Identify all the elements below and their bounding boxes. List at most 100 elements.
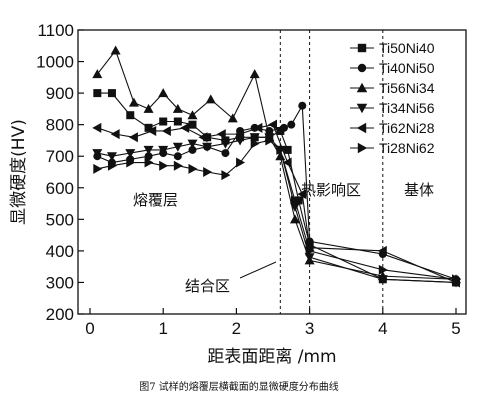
data-point-triangle-down bbox=[249, 133, 260, 143]
data-point-triangle-up bbox=[158, 88, 169, 98]
annotation-substrate: 基体 bbox=[404, 181, 434, 199]
data-point-triangle-left bbox=[110, 129, 120, 140]
bonding-pointer bbox=[239, 261, 277, 279]
data-point-triangle-down bbox=[187, 139, 198, 149]
data-point-triangle-right bbox=[357, 142, 368, 154]
data-point-triangle-up bbox=[205, 94, 216, 104]
data-point-triangle-left bbox=[253, 122, 263, 133]
data-point-triangle-down bbox=[356, 103, 368, 114]
data-point-triangle-up bbox=[356, 82, 368, 93]
legend-label: Ti56Ni34 bbox=[379, 80, 435, 96]
data-point-triangle-left bbox=[297, 189, 307, 200]
data-point-triangle-left bbox=[128, 132, 138, 143]
series-line bbox=[96, 49, 457, 280]
data-point-triangle-left bbox=[180, 122, 190, 133]
data-point-square bbox=[276, 126, 285, 135]
legend-label: Ti62Ni28 bbox=[379, 120, 435, 136]
y-axis-ticks: 200 300 400 500 600 700 800 900 1000 1100 bbox=[36, 21, 84, 324]
legend-entry: Ti50Ni40 bbox=[350, 40, 435, 56]
data-point-triangle-right bbox=[236, 157, 246, 168]
data-point-triangle-left bbox=[377, 245, 387, 256]
legend-label: Ti28Ni62 bbox=[379, 140, 435, 156]
legend-entry: Ti34Ni56 bbox=[350, 100, 435, 116]
data-point-triangle-right bbox=[452, 274, 461, 285]
x-tick-label: 0 bbox=[85, 319, 94, 338]
x-axis-label: 距表面距离 /mm bbox=[207, 347, 336, 367]
legend-entry: Ti28Ni62 bbox=[350, 140, 435, 156]
legend: Ti50Ni40 Ti40Ni50 Ti56Ni34 Ti34Ni56 Ti62Ni28… bbox=[350, 40, 435, 156]
y-tick-label: 800 bbox=[46, 116, 74, 135]
data-point-triangle-left bbox=[268, 119, 277, 130]
y-tick-label: 300 bbox=[46, 273, 74, 292]
y-tick-label: 1000 bbox=[36, 53, 74, 72]
data-point-circle bbox=[357, 63, 367, 73]
data-point-triangle-right bbox=[126, 157, 136, 168]
annotation-bonding: 结合区 bbox=[185, 277, 230, 295]
series-line bbox=[97, 124, 457, 283]
data-point-triangle-up bbox=[249, 69, 260, 79]
y-tick-label: 700 bbox=[46, 147, 74, 166]
data-point-circle bbox=[173, 152, 182, 161]
legend-label: Ti40Ni50 bbox=[379, 60, 435, 76]
x-tick-label: 5 bbox=[451, 319, 460, 338]
x-tick-label: 4 bbox=[378, 319, 387, 338]
data-point-triangle-down bbox=[106, 152, 117, 162]
data-point-triangle-down bbox=[92, 149, 103, 159]
data-point-triangle-left bbox=[198, 132, 208, 143]
data-point-circle bbox=[279, 123, 288, 132]
data-point-square bbox=[159, 117, 168, 126]
data-point-circle bbox=[188, 145, 197, 154]
data-point-triangle-left bbox=[235, 129, 245, 140]
data-point-triangle-down bbox=[235, 136, 246, 146]
data-point-triangle-down bbox=[172, 142, 183, 152]
data-point-triangle-up bbox=[172, 103, 183, 113]
data-point-triangle-right bbox=[203, 167, 213, 177]
y-tick-label: 200 bbox=[46, 305, 74, 324]
data-point-triangle-right bbox=[188, 163, 198, 174]
data-point-triangle-down bbox=[125, 149, 136, 159]
figure-caption: 图7 试样的熔覆层横截面的显微硬度分布曲线 bbox=[139, 380, 339, 393]
data-point-square bbox=[107, 89, 116, 98]
data-point-triangle-right bbox=[173, 160, 183, 171]
data-point-triangle-down bbox=[220, 139, 231, 149]
data-point-circle bbox=[221, 149, 230, 158]
data-point-triangle-up bbox=[143, 103, 154, 113]
data-point-triangle-right bbox=[265, 135, 275, 146]
data-point-triangle-left bbox=[92, 122, 102, 133]
x-axis-ticks: 0 1 2 3 4 5 bbox=[85, 308, 461, 338]
data-point-circle bbox=[287, 120, 296, 129]
data-point-triangle-left bbox=[356, 122, 367, 134]
data-point-triangle-up bbox=[110, 45, 121, 55]
data-point-triangle-up bbox=[187, 110, 198, 120]
legend-entry: Ti56Ni34 bbox=[350, 80, 435, 96]
data-point-triangle-right bbox=[305, 245, 315, 256]
data-point-circle bbox=[298, 101, 307, 110]
data-point-triangle-left bbox=[161, 125, 171, 136]
data-point-triangle-right bbox=[221, 170, 231, 181]
data-point-triangle-left bbox=[147, 125, 157, 136]
series-Ti34Ni56 bbox=[92, 133, 461, 288]
data-point-square bbox=[188, 120, 197, 129]
legend-entry: Ti62Ni28 bbox=[350, 120, 435, 136]
plot-frame bbox=[77, 29, 467, 315]
data-point-square bbox=[283, 145, 292, 154]
data-point-square bbox=[173, 117, 182, 126]
x-tick-label: 1 bbox=[158, 319, 167, 338]
legend-label: Ti50Ni40 bbox=[379, 40, 435, 56]
data-point-square bbox=[357, 43, 367, 53]
data-point-triangle-right bbox=[107, 160, 117, 171]
data-point-triangle-down bbox=[202, 142, 213, 152]
data-point-triangle-down bbox=[143, 145, 154, 155]
data-point-square bbox=[144, 123, 153, 132]
data-point-square bbox=[126, 111, 135, 120]
data-point-triangle-up bbox=[289, 214, 300, 224]
data-point-triangle-right bbox=[250, 138, 260, 149]
data-point-triangle-left bbox=[282, 157, 292, 168]
data-point-triangle-right bbox=[144, 157, 154, 168]
data-point-triangle-left bbox=[216, 129, 226, 140]
y-tick-label: 500 bbox=[46, 210, 74, 229]
data-point-triangle-up bbox=[92, 69, 103, 79]
data-point-triangle-down bbox=[289, 202, 300, 212]
y-tick-label: 400 bbox=[46, 242, 74, 261]
y-axis-label: 显微硬度(HV) bbox=[9, 119, 29, 225]
